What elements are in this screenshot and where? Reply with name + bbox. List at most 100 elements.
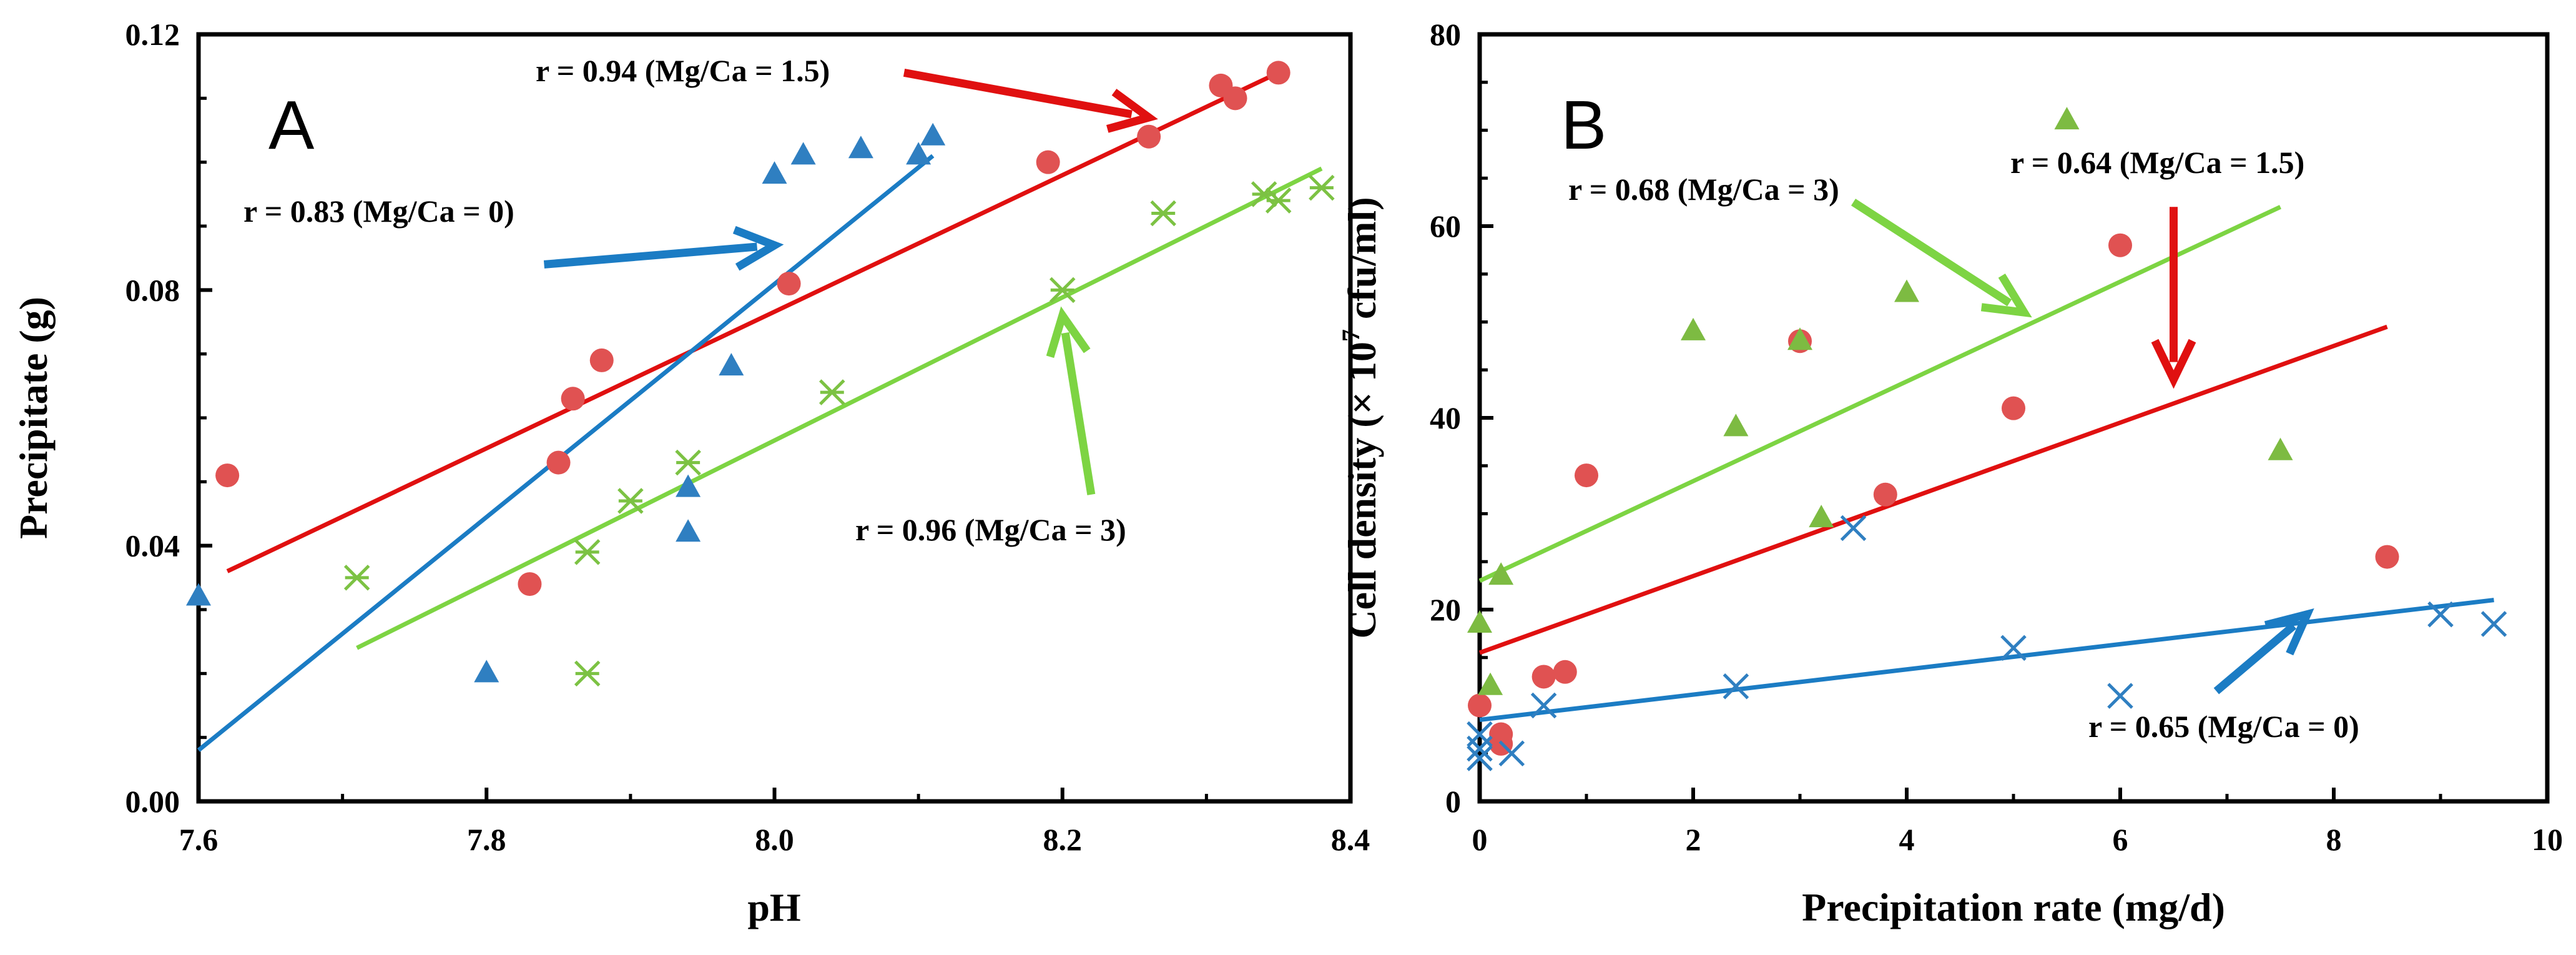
x-tick-label: 10 bbox=[2532, 822, 2563, 857]
data-point bbox=[762, 161, 787, 184]
y-tick-label: 0.00 bbox=[125, 784, 180, 819]
data-point bbox=[1467, 721, 1493, 748]
arrow-shaft bbox=[2213, 622, 2297, 695]
data-point bbox=[906, 142, 932, 165]
arrow-shaft bbox=[1851, 199, 2012, 307]
series-mg-ca-0 bbox=[186, 122, 946, 683]
data-point bbox=[819, 379, 845, 405]
arrow-shaft bbox=[1061, 332, 1096, 495]
data-point bbox=[2480, 611, 2507, 637]
data-point bbox=[518, 572, 542, 596]
panel-letter: B bbox=[1561, 87, 1606, 164]
x-tick-label: 8.4 bbox=[1331, 822, 1370, 857]
arrow-head bbox=[1106, 89, 1158, 133]
data-point bbox=[2427, 601, 2454, 628]
data-point bbox=[1681, 317, 1706, 340]
y-axis-title-part: Cell density (× 10 bbox=[1340, 342, 1384, 639]
data-point bbox=[777, 272, 801, 296]
y-tick-label: 0 bbox=[1445, 784, 1461, 819]
fit-line-mg-ca-1-5 bbox=[226, 71, 1280, 573]
y-tick-label: 0.04 bbox=[125, 528, 180, 563]
x-tick-label: 7.6 bbox=[179, 822, 219, 857]
series-mg-ca-1-5 bbox=[215, 61, 1290, 596]
y-tick-label: 40 bbox=[1430, 400, 1461, 435]
arrow-head bbox=[1046, 306, 1091, 359]
data-point bbox=[1809, 505, 1834, 528]
data-point bbox=[1266, 61, 1290, 85]
arrow-head bbox=[2264, 608, 2314, 656]
data-point bbox=[1309, 174, 1335, 201]
x-axis-title: pH bbox=[747, 885, 800, 929]
data-point bbox=[574, 660, 601, 687]
data-point bbox=[2002, 396, 2025, 420]
y-tick-label: 20 bbox=[1430, 592, 1461, 627]
panel-letter: A bbox=[268, 87, 315, 164]
data-point bbox=[675, 449, 701, 476]
fit-line-mg-ca-3 bbox=[1478, 205, 2281, 583]
annotation-arrow bbox=[543, 225, 784, 271]
annotation-label: r = 0.94 (Mg/Ca = 1.5) bbox=[536, 53, 830, 88]
annotation-arrow bbox=[2151, 207, 2196, 389]
data-point bbox=[1553, 660, 1577, 684]
fit-line-mg-ca-0 bbox=[1479, 598, 2494, 723]
data-point bbox=[546, 450, 571, 475]
annotation-label: r = 0.96 (Mg/Ca = 3) bbox=[855, 512, 1126, 547]
data-point bbox=[1478, 672, 1503, 695]
data-point bbox=[1467, 610, 1492, 633]
annotation-arrow bbox=[903, 69, 1158, 133]
data-point bbox=[1530, 692, 1557, 719]
x-tick-label: 2 bbox=[1686, 822, 1701, 857]
data-point bbox=[186, 583, 211, 606]
y-axis-title: Precipitate (g) bbox=[11, 297, 56, 539]
data-point bbox=[589, 348, 614, 372]
fit-line-mg-ca-3 bbox=[356, 166, 1323, 650]
arrow-head bbox=[1980, 273, 2032, 318]
data-point bbox=[2375, 545, 2399, 569]
panel-a: 7.6 7.8 8.0 8.2 8.4 0.00 0.04 0.08 0.12 r = 0.94 … bbox=[11, 17, 1370, 929]
annotation-label: r = 0.65 (Mg/Ca = 0) bbox=[2088, 709, 2359, 744]
data-point bbox=[343, 565, 370, 591]
data-point bbox=[719, 353, 744, 376]
x-tick-label: 8.0 bbox=[755, 822, 794, 857]
data-point bbox=[1137, 124, 1161, 149]
data-point bbox=[920, 122, 946, 146]
data-point bbox=[676, 519, 701, 542]
data-point bbox=[1467, 745, 1493, 771]
y-tick-label: 60 bbox=[1430, 209, 1461, 244]
x-tick-label: 7.8 bbox=[467, 822, 506, 857]
arrow-head bbox=[2151, 339, 2196, 389]
data-point bbox=[848, 136, 873, 159]
data-point bbox=[215, 463, 240, 488]
x-axis-title: Precipitation rate (mg/d) bbox=[1802, 885, 2225, 929]
x-tick-label: 6 bbox=[2113, 822, 2128, 857]
annotation-arrow bbox=[1851, 199, 2032, 318]
arrow-shaft bbox=[903, 69, 1133, 119]
y-axis-title-part: cfu/ml) bbox=[1340, 197, 1384, 329]
data-point bbox=[790, 142, 816, 165]
annotation-label: r = 0.83 (Mg/Ca = 0) bbox=[243, 194, 514, 229]
data-point bbox=[1488, 562, 1514, 585]
data-point bbox=[617, 488, 644, 514]
data-point bbox=[1223, 86, 1247, 111]
y-tick-label: 0.12 bbox=[125, 17, 180, 52]
data-point bbox=[1575, 463, 1598, 488]
x-tick-label: 8 bbox=[2326, 822, 2342, 857]
annotation-arrow bbox=[2213, 608, 2314, 695]
arrow-head bbox=[732, 225, 784, 271]
data-point bbox=[1787, 327, 1812, 350]
series-mg-ca-0 bbox=[1467, 515, 2507, 771]
y-tick-label: 80 bbox=[1430, 17, 1461, 52]
data-point bbox=[2268, 437, 2293, 460]
data-point bbox=[1873, 482, 1897, 507]
data-point bbox=[574, 539, 601, 565]
fit-line-mg-ca-1-5 bbox=[1478, 324, 2388, 655]
data-point bbox=[1894, 279, 1919, 302]
y-tick-label: 0.08 bbox=[125, 272, 180, 307]
data-point bbox=[1049, 277, 1076, 304]
annotation-label: r = 0.68 (Mg/Ca = 3) bbox=[1568, 172, 1839, 207]
series-mg-ca-3 bbox=[1467, 107, 2293, 695]
data-point bbox=[1265, 187, 1292, 214]
data-point bbox=[2054, 107, 2080, 130]
data-point bbox=[2000, 635, 2027, 661]
